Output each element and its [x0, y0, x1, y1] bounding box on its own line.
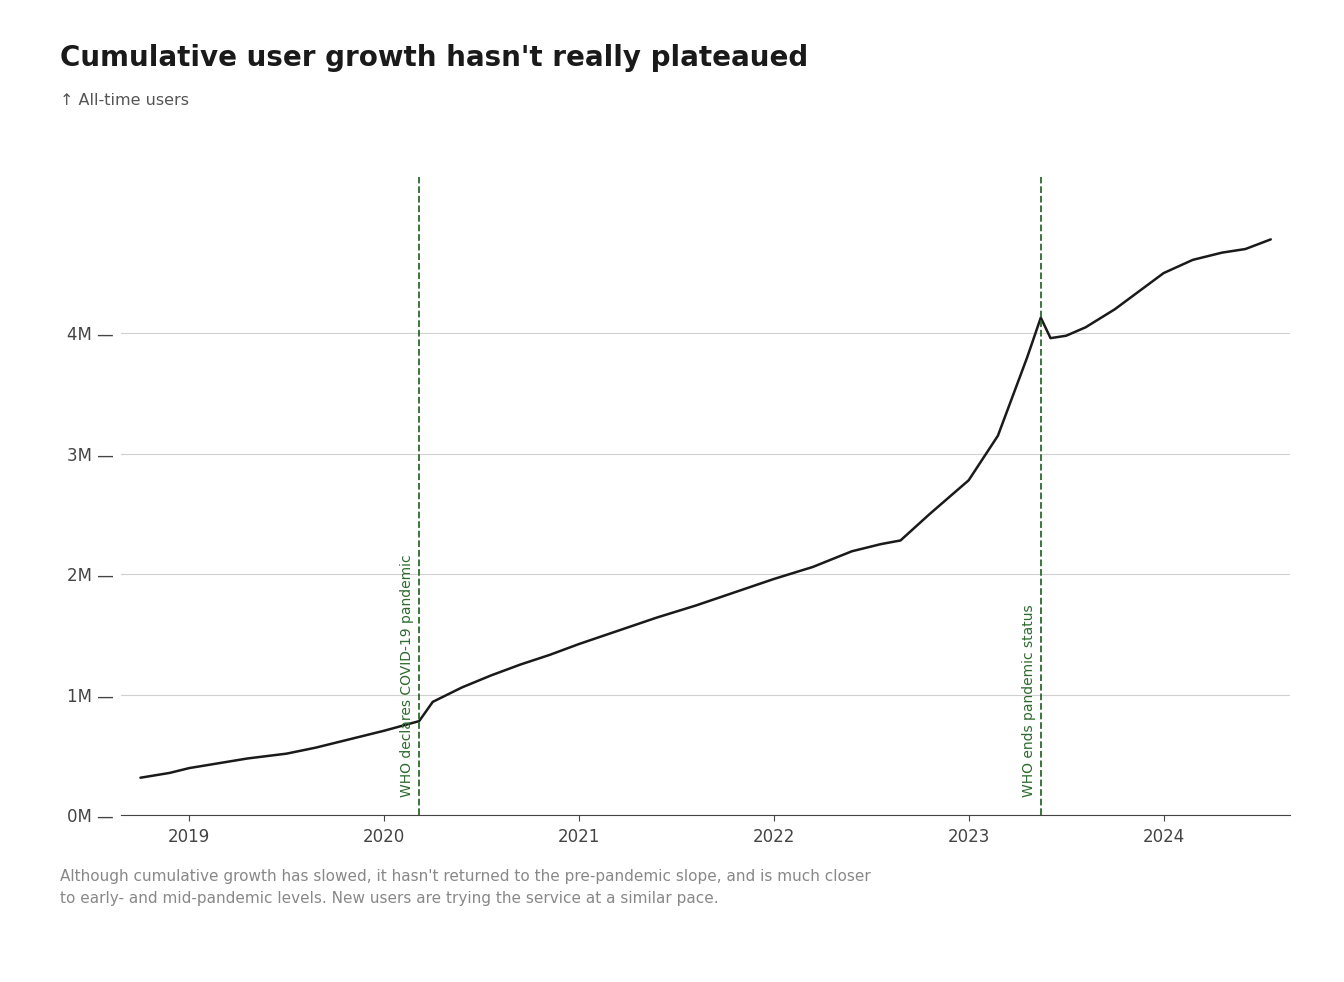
Text: WHO ends pandemic status: WHO ends pandemic status: [1021, 604, 1036, 797]
Text: Cumulative user growth hasn't really plateaued: Cumulative user growth hasn't really pla…: [60, 44, 809, 73]
Text: ↑ All-time users: ↑ All-time users: [60, 93, 190, 108]
Text: WHO declares COVID-19 pandemic: WHO declares COVID-19 pandemic: [401, 555, 414, 797]
Text: Although cumulative growth has slowed, it hasn't returned to the pre-pandemic sl: Although cumulative growth has slowed, i…: [60, 869, 871, 906]
